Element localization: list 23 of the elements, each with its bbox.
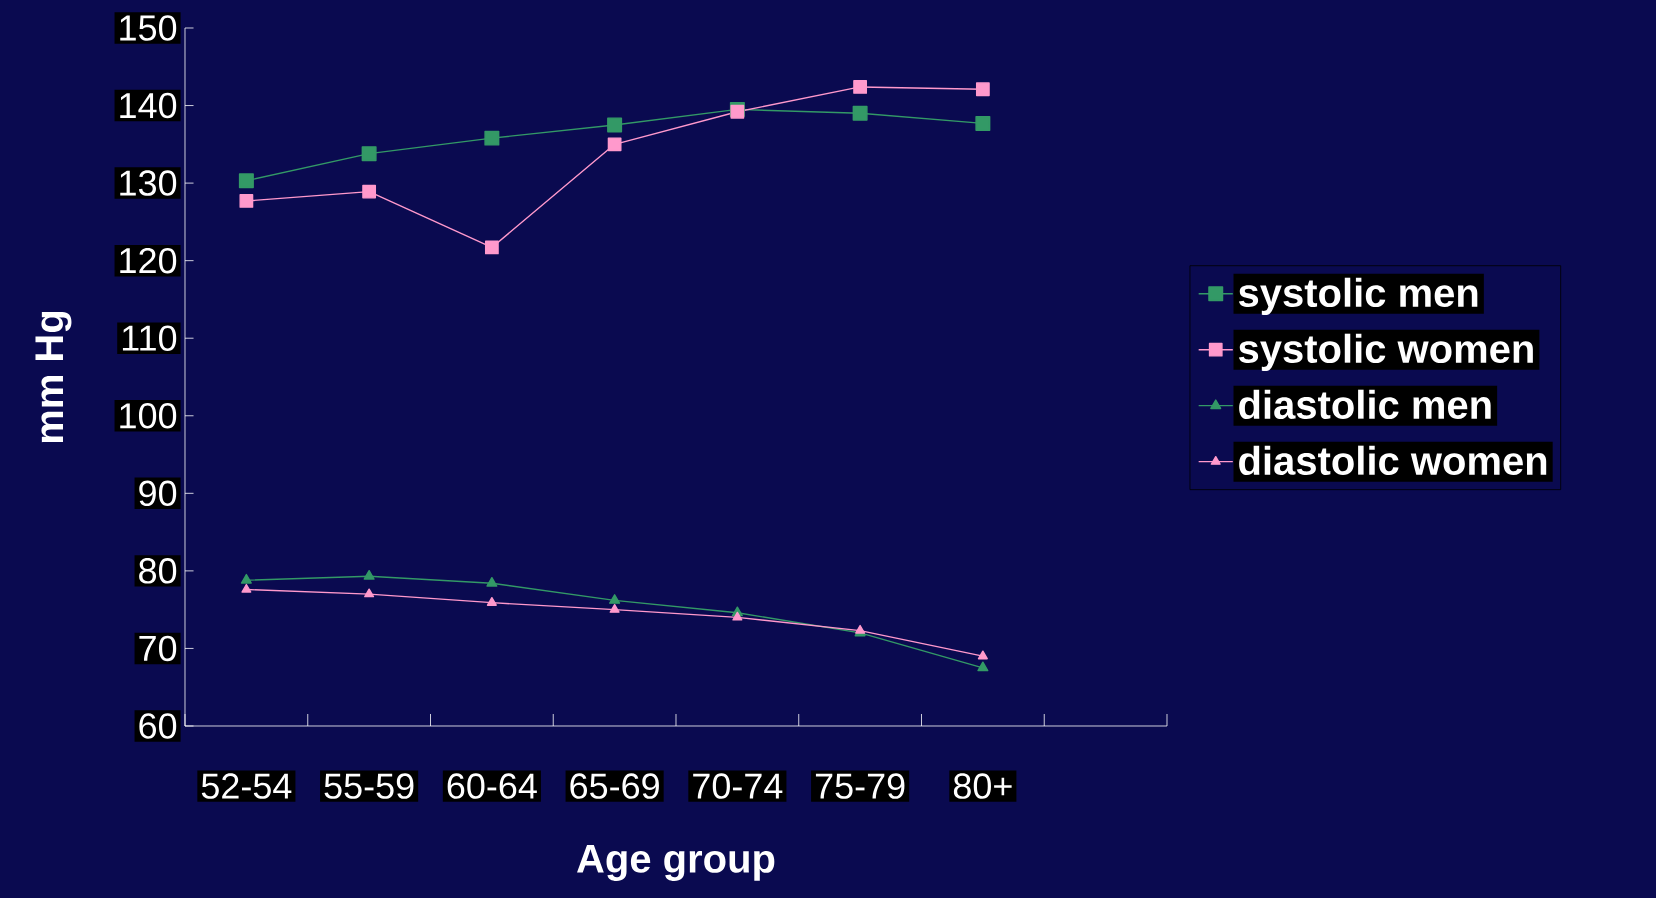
y-tick-label: 150 [120,15,177,41]
x-axis-title: Age group [577,844,775,881]
y-axis-title: mm Hg [35,311,72,443]
y-tick-label: 130 [120,170,177,196]
x-tick-label: 75-79 [815,773,905,799]
legend-label: diastolic men [1239,389,1491,420]
y-tick-label: 90 [139,480,177,507]
legend-label: diastolic women [1239,445,1547,476]
x-tick-label: 80+ [953,773,1012,799]
y-tick-label: 70 [139,635,177,662]
x-tick-label: 52-54 [201,773,292,799]
x-tick-label: 70-74 [693,773,783,799]
y-tick-label: 110 [122,325,177,351]
y-tick-label: 140 [120,92,177,119]
legend-label: systolic men [1238,277,1478,316]
legend-label: systolic women [1238,333,1533,371]
x-tick-label: 60-64 [447,773,537,799]
x-tick-label: 55-59 [324,773,414,799]
y-tick-label: 60 [139,713,177,739]
y-tick-label: 100 [120,403,177,429]
y-tick-label: 120 [120,247,177,274]
y-tick-label: 80 [139,558,177,584]
x-tick-label: 65-69 [570,773,659,799]
